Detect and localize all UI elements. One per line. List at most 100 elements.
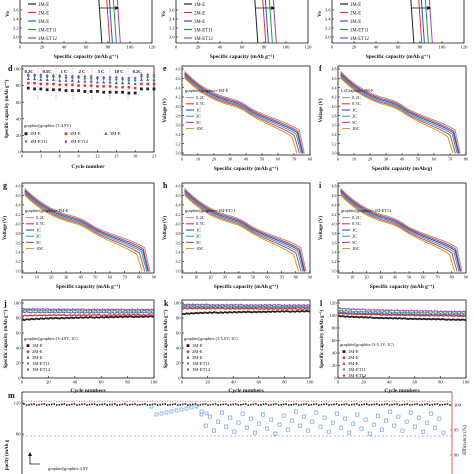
capacity-point [204, 403, 207, 405]
data-point [117, 310, 120, 313]
data-point [112, 308, 115, 311]
data-point [239, 311, 242, 313]
data-point [416, 318, 419, 321]
data-point [409, 314, 411, 317]
legend-label: 1M-ET11 [32, 361, 51, 366]
data-point [299, 305, 302, 308]
scatter-square [314, 410, 319, 415]
data-point [89, 79, 93, 83]
legend-marker [26, 362, 30, 366]
legend-label: 1C [352, 227, 357, 232]
data-point [214, 311, 217, 314]
legend-label: 1M-ET12 [192, 367, 211, 372]
efficiency-point [290, 401, 292, 403]
data-point [152, 78, 156, 81]
data-point [251, 306, 254, 309]
data-point [299, 310, 301, 313]
capacity-point [406, 403, 408, 405]
data-point [213, 303, 215, 306]
data-point [274, 306, 277, 309]
x-tick-label: 100 [307, 380, 315, 385]
panel-h-frame [181, 182, 311, 274]
x-tick-label: 100 [151, 380, 159, 385]
data-point [200, 305, 203, 308]
data-point [251, 311, 254, 314]
x-tick-label: 0 [21, 154, 24, 159]
data-point [455, 312, 458, 315]
data-point [254, 311, 257, 313]
x-axis-label: Specific capacity (mAh g⁻¹) [210, 53, 275, 60]
data-point [219, 307, 222, 310]
data-point [112, 313, 115, 316]
capacity-point [224, 403, 227, 405]
data-point [231, 305, 234, 308]
capacity-point [136, 404, 139, 406]
y-tick-label: 40 [332, 351, 337, 356]
efficiency-point [285, 400, 287, 402]
legend-marker [64, 132, 68, 136]
y-tick-label: 4.6 [176, 76, 181, 81]
capacity-point [176, 404, 179, 406]
voltage-curve [340, 188, 463, 272]
x-tick-label: 80 [282, 380, 287, 385]
data-point [193, 303, 195, 306]
data-point [422, 312, 425, 314]
data-point [223, 304, 226, 307]
data-point [243, 311, 246, 313]
data-point [50, 314, 53, 317]
data-point [139, 76, 143, 79]
data-point [26, 77, 30, 81]
data-point [114, 315, 117, 318]
data-point [256, 305, 258, 308]
efficiency-point [376, 400, 378, 402]
x-tick-label: 10 [196, 157, 200, 162]
data-point [382, 317, 385, 320]
data-point [104, 316, 107, 318]
capacity-point [189, 403, 192, 406]
data-point [407, 311, 410, 314]
data-point [245, 306, 248, 308]
data-point [461, 318, 464, 321]
data-point [435, 310, 437, 313]
data-point [193, 312, 195, 315]
data-point [49, 308, 52, 311]
data-point [199, 311, 202, 314]
data-point [424, 318, 427, 320]
efficiency-point [26, 401, 28, 403]
data-point [50, 310, 53, 312]
data-point [25, 314, 28, 317]
data-point [196, 307, 199, 310]
data-point [362, 308, 365, 311]
data-point [104, 308, 107, 311]
legend-label: 2M-E [192, 349, 203, 354]
scatter-square [199, 412, 204, 417]
x-tick-label: 90 [308, 275, 312, 280]
y-axis-label-right: Efficiency (%) [463, 425, 468, 455]
data-point [85, 310, 88, 313]
voltage-curve [184, 72, 304, 154]
data-point [442, 318, 445, 321]
panel-label: d [8, 64, 13, 73]
capacity-point [411, 403, 413, 406]
capacity-point [436, 403, 439, 405]
data-point [256, 311, 258, 314]
data-point [65, 316, 67, 319]
legend-label: 2C [36, 234, 41, 239]
data-point [183, 304, 186, 307]
chart-note: graphite||graphite+1M-ET11 [185, 208, 235, 213]
capacity-point [48, 403, 51, 406]
y-tick-label: 20 [332, 363, 337, 368]
data-point [145, 310, 148, 313]
y-tick-label: 3.2 [176, 259, 181, 264]
scatter-square [203, 423, 208, 428]
data-point [222, 306, 225, 309]
data-point [23, 309, 26, 312]
data-point [90, 310, 93, 313]
data-point [84, 314, 86, 317]
data-point [119, 308, 121, 311]
scatter-square [310, 419, 315, 424]
data-point [77, 89, 80, 92]
data-point [297, 310, 300, 313]
data-point [277, 308, 280, 311]
data-point [203, 311, 206, 314]
